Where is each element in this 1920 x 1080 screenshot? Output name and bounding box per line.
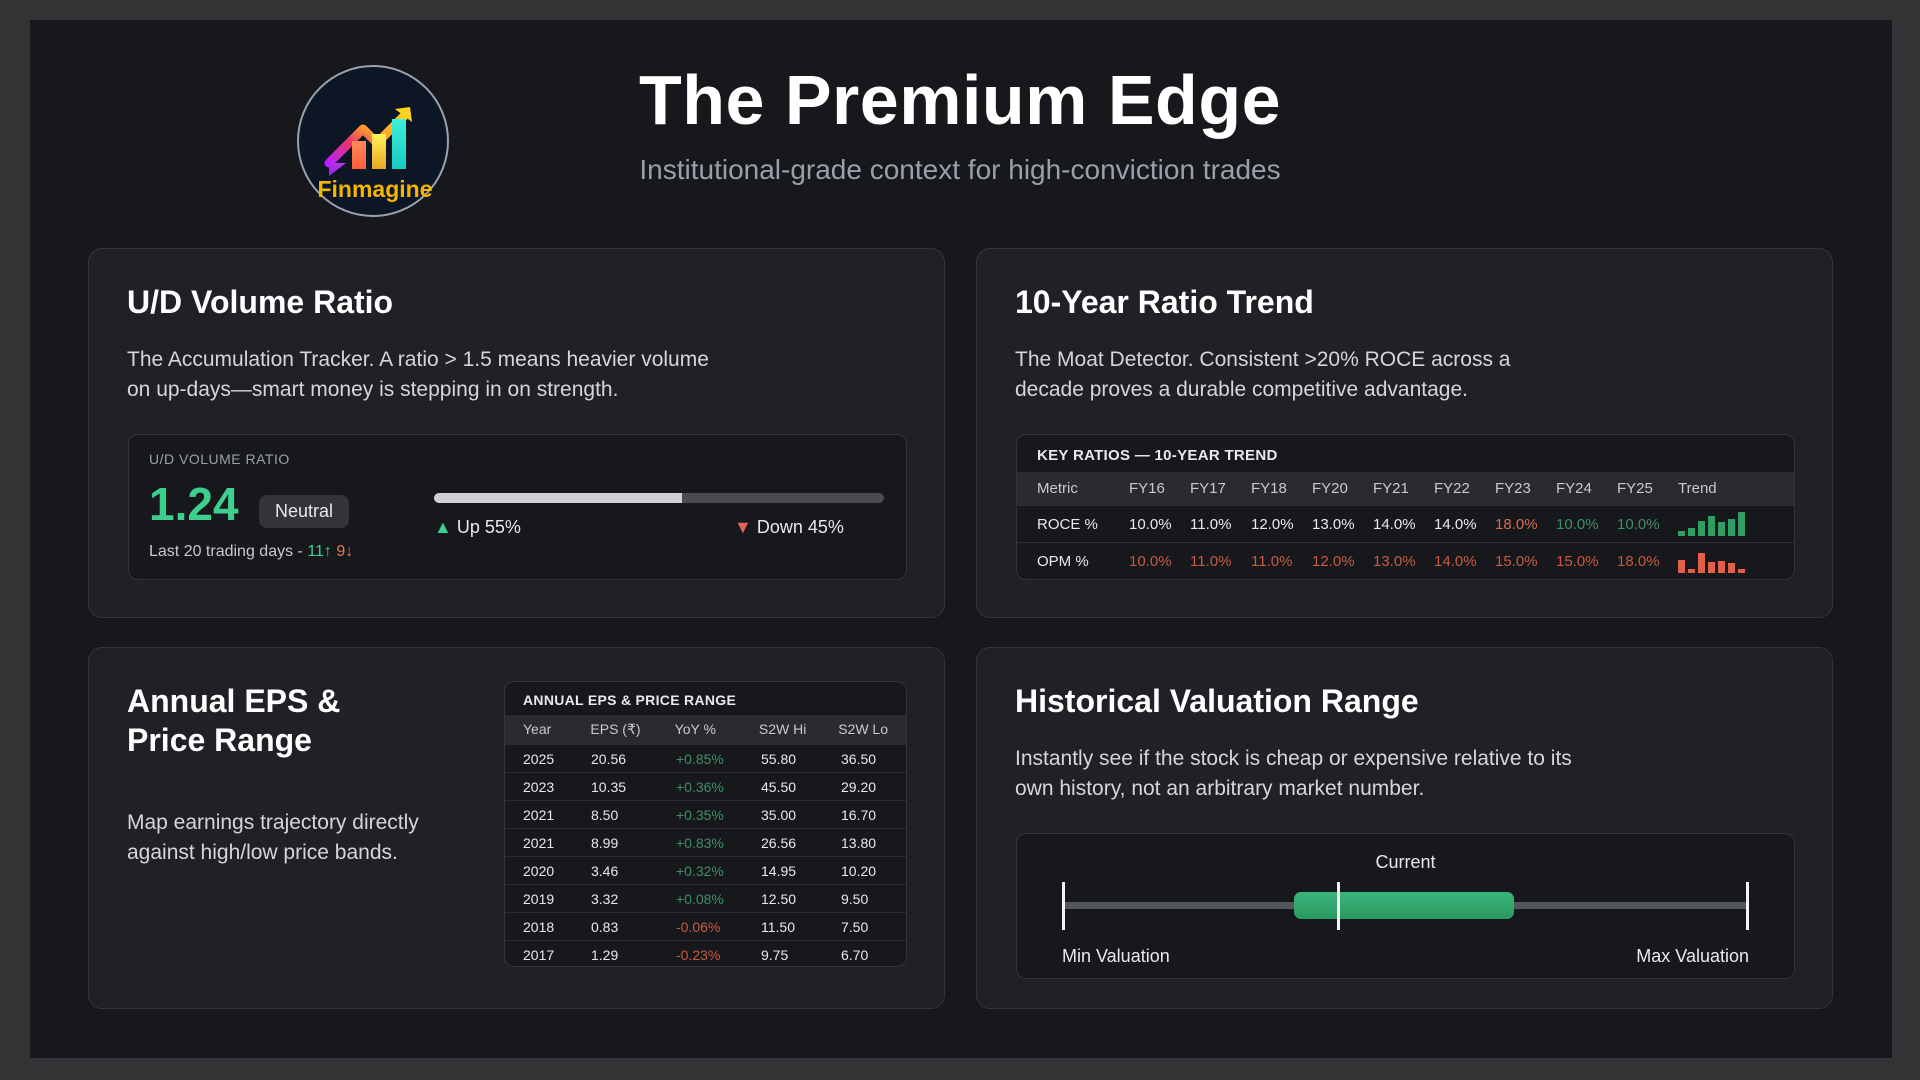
svg-text:Finmagine: Finmagine [317, 176, 432, 202]
